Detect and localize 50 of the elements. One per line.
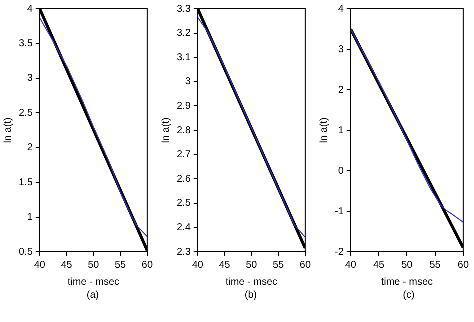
- y-tick-label: 0.5: [18, 246, 34, 258]
- y-tick-label: 1: [27, 212, 34, 224]
- y-tick-label: 1.5: [18, 177, 34, 188]
- x-tick-label: 45: [61, 260, 73, 271]
- y-tick-label: 2.8: [176, 125, 192, 136]
- x-tick-label: 40: [192, 260, 204, 271]
- y-tick-label: 2.7: [176, 150, 192, 161]
- y-tick-label: 4: [27, 4, 34, 15]
- x-tick-label: 60: [142, 260, 154, 271]
- x-tick-label: 45: [373, 260, 386, 271]
- x-tick-label: 60: [458, 260, 470, 271]
- y-tick-label: 2: [27, 142, 34, 154]
- text: (c): [402, 290, 416, 301]
- x-tick-label: 60: [300, 260, 312, 271]
- y-tick-label: 4: [338, 4, 344, 15]
- y-tick-label: 3.5: [18, 38, 34, 50]
- x-tick-label: 55: [272, 260, 285, 271]
- x-axis-title: time - msec: [226, 276, 278, 288]
- y-axis-title: ln a(t): [2, 118, 14, 144]
- y-tick-label: 3.3: [176, 4, 192, 15]
- x-tick-label: 50: [88, 260, 100, 271]
- x-tick-label: 40: [345, 260, 357, 271]
- y-tick-label: 2.3: [176, 246, 192, 258]
- y-axis-title: ln a(t): [318, 118, 330, 144]
- y-tick-label: 2.5: [176, 198, 192, 210]
- y-tick-label: 2.4: [176, 222, 192, 234]
- x-tick-label: 50: [402, 260, 414, 271]
- x-axis-title: time - msec: [68, 276, 120, 288]
- y-tick-label: -1: [334, 206, 344, 218]
- x-tick-label: 45: [219, 260, 231, 271]
- y-tick-label: 2.5: [18, 108, 34, 119]
- x-tick-label: 50: [246, 260, 258, 271]
- y-tick-label: 3: [338, 44, 344, 56]
- y-tick-label: 3.2: [176, 28, 192, 40]
- y-tick-label: 2: [338, 84, 344, 96]
- y-tick-label: 3: [27, 73, 34, 84]
- y-tick-label: 3: [185, 76, 192, 88]
- x-tick-label: 40: [34, 260, 46, 271]
- x-tick-label: 55: [114, 260, 127, 271]
- y-axis-title: ln a(t): [160, 118, 172, 144]
- y-tick-label: 2.6: [176, 174, 192, 185]
- text: (a): [86, 290, 100, 301]
- y-tick-label: 1: [338, 125, 344, 136]
- text: (b): [244, 290, 258, 301]
- y-tick-label: 3.1: [176, 52, 192, 64]
- y-tick-label: 0: [338, 166, 344, 177]
- y-tick-label: -2: [334, 246, 344, 258]
- x-tick-label: 55: [430, 260, 442, 271]
- x-axis-title: time - msec: [381, 276, 433, 288]
- y-tick-label: 2.9: [176, 100, 192, 112]
